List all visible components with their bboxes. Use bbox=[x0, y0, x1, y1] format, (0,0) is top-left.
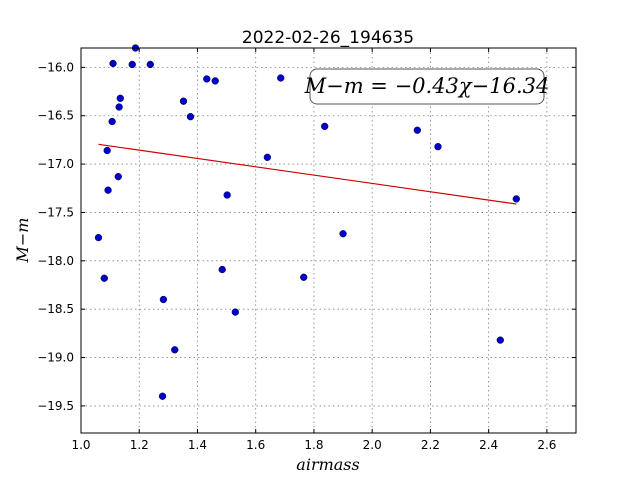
data-point bbox=[231, 308, 239, 316]
y-tick-label: −19.0 bbox=[37, 351, 74, 365]
grid-lines bbox=[80, 48, 576, 433]
data-point bbox=[203, 75, 211, 83]
data-point bbox=[158, 392, 167, 400]
fit-equation-label: M−m = −0.43χ−16.34 bbox=[304, 74, 550, 98]
data-point bbox=[114, 173, 122, 181]
data-point bbox=[116, 94, 124, 102]
fit-line-group bbox=[98, 143, 517, 205]
y-tick-label: −18.0 bbox=[37, 254, 74, 268]
x-tick-label: 1.6 bbox=[246, 438, 265, 452]
data-point bbox=[179, 97, 188, 105]
y-tick-label: −17.0 bbox=[37, 157, 74, 171]
x-tick-label: 1.4 bbox=[188, 438, 207, 452]
y-axis-label: M−m bbox=[13, 218, 32, 264]
data-point bbox=[103, 146, 111, 155]
data-point bbox=[512, 195, 520, 203]
y-tick-label: −17.5 bbox=[37, 205, 74, 219]
x-tick-label: 1.8 bbox=[304, 438, 323, 452]
y-tick-label: −16.5 bbox=[37, 109, 74, 123]
data-point bbox=[109, 59, 117, 68]
fit-line bbox=[98, 143, 517, 205]
data-point bbox=[496, 336, 504, 344]
plot-frame bbox=[80, 47, 577, 434]
annotation-box bbox=[309, 68, 545, 105]
x-tick-label: 2.2 bbox=[421, 438, 440, 452]
data-point bbox=[171, 346, 179, 354]
y-tick-label: −16.0 bbox=[37, 60, 74, 74]
data-point bbox=[277, 74, 285, 82]
data-point bbox=[263, 153, 272, 161]
fit-equation-box: M−m = −0.43χ−16.34 bbox=[304, 68, 550, 105]
data-point bbox=[339, 230, 347, 238]
data-point bbox=[211, 77, 219, 85]
data-point bbox=[300, 273, 308, 281]
y-tick-label: −19.5 bbox=[37, 399, 74, 413]
data-point bbox=[218, 265, 226, 274]
y-tick-label: −18.5 bbox=[37, 302, 74, 316]
data-point bbox=[100, 274, 108, 282]
data-point bbox=[413, 126, 421, 134]
data-point bbox=[186, 113, 195, 121]
data-point bbox=[146, 60, 154, 69]
x-axis-label: airmass bbox=[296, 455, 359, 474]
x-tick-label: 2.6 bbox=[537, 438, 556, 452]
data-point bbox=[128, 60, 136, 69]
x-tick-label: 1.0 bbox=[71, 438, 90, 452]
data-point bbox=[94, 233, 103, 242]
data-point bbox=[115, 103, 123, 111]
plot-area bbox=[81, 48, 576, 433]
x-tick-label: 1.2 bbox=[130, 438, 149, 452]
data-point bbox=[321, 122, 329, 131]
data-point bbox=[159, 295, 168, 304]
x-tick-label: 2.0 bbox=[363, 438, 382, 452]
data-point bbox=[434, 143, 442, 151]
x-tick-label: 2.4 bbox=[479, 438, 498, 452]
chart-title: 2022-02-26_194635 bbox=[242, 28, 414, 48]
data-point bbox=[223, 191, 231, 199]
data-point bbox=[104, 186, 112, 194]
data-points bbox=[94, 44, 520, 400]
axis-ticks: 1.0 1.2 1.4 1.6 1.8 2.0 2.2 2.4 2.6 −16.0 −16.5 −17… bbox=[37, 48, 576, 452]
data-point bbox=[108, 117, 116, 126]
